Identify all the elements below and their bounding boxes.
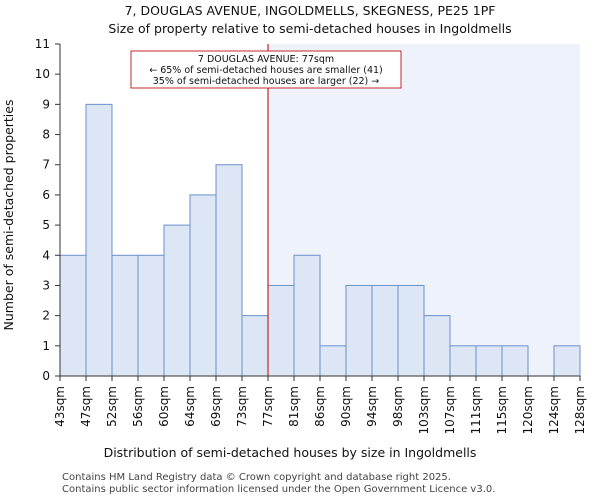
y-axis-label: Number of semi-detached properties bbox=[1, 100, 16, 331]
x-tick-label: 103sqm bbox=[417, 386, 431, 434]
x-tick-label: 43sqm bbox=[53, 386, 67, 427]
y-tick-label: 9 bbox=[42, 97, 50, 111]
chart-subtitle: Size of property relative to semi-detach… bbox=[108, 21, 511, 36]
annotation-title: 7 DOUGLAS AVENUE: 77sqm bbox=[198, 54, 334, 65]
y-tick-label: 6 bbox=[42, 188, 50, 202]
y-tick-label: 1 bbox=[42, 339, 50, 353]
x-tick-label: 52sqm bbox=[105, 386, 119, 427]
bar-77sqm bbox=[267, 284, 295, 377]
x-tick-label: 120sqm bbox=[521, 386, 535, 434]
x-tick-label: 73sqm bbox=[235, 386, 249, 427]
x-tick-label: 98sqm bbox=[391, 386, 405, 427]
x-tick-label: 124sqm bbox=[547, 386, 561, 434]
bar-52sqm bbox=[111, 254, 139, 377]
bar-98sqm bbox=[397, 284, 425, 377]
x-axis-label: Distribution of semi-detached houses by … bbox=[104, 445, 477, 460]
x-tick-label: 64sqm bbox=[183, 386, 197, 427]
chart-title: 7, DOUGLAS AVENUE, INGOLDMELLS, SKEGNESS… bbox=[125, 3, 496, 18]
y-tick-label: 7 bbox=[42, 158, 50, 172]
x-tick-label: 128sqm bbox=[573, 386, 587, 434]
x-tick-label: 77sqm bbox=[261, 386, 275, 427]
x-tick-label: 81sqm bbox=[287, 386, 301, 427]
x-tick-label: 90sqm bbox=[339, 386, 353, 427]
bar-94sqm bbox=[371, 284, 399, 377]
x-tick-label: 60sqm bbox=[157, 386, 171, 427]
bar-60sqm bbox=[163, 224, 191, 377]
bar-86sqm bbox=[319, 345, 347, 377]
annotation-smaller: ← 65% of semi-detached houses are smalle… bbox=[149, 65, 383, 76]
y-tick-label: 3 bbox=[42, 278, 50, 292]
annotation-box: 7 DOUGLAS AVENUE: 77sqm ← 65% of semi-de… bbox=[130, 50, 402, 89]
bar-69sqm bbox=[215, 164, 243, 377]
footer-copyright: Contains HM Land Registry data © Crown c… bbox=[62, 472, 451, 483]
bar-124sqm bbox=[553, 345, 581, 377]
bar-81sqm bbox=[293, 254, 321, 377]
bar-47sqm bbox=[85, 103, 113, 377]
bar-56sqm bbox=[137, 254, 165, 377]
x-tick-label: 107sqm bbox=[443, 386, 457, 434]
x-tick-label: 86sqm bbox=[313, 386, 327, 427]
x-tick-label: 56sqm bbox=[131, 386, 145, 427]
bar-43sqm bbox=[59, 254, 87, 377]
y-tick-label: 8 bbox=[42, 128, 50, 142]
bar-64sqm bbox=[189, 194, 217, 377]
bar-73sqm bbox=[241, 315, 269, 377]
footer-licence: Contains public sector information licen… bbox=[62, 484, 496, 495]
bar-107sqm bbox=[449, 345, 477, 377]
y-tick-label: 2 bbox=[42, 309, 50, 323]
x-tick-label: 94sqm bbox=[365, 386, 379, 427]
bar-90sqm bbox=[345, 284, 373, 377]
x-tick-label: 115sqm bbox=[495, 386, 509, 434]
bar-103sqm bbox=[423, 315, 451, 377]
y-tick-label: 5 bbox=[42, 218, 50, 232]
annotation-larger: 35% of semi-detached houses are larger (… bbox=[153, 76, 380, 87]
y-tick-label: 0 bbox=[42, 369, 50, 383]
x-tick-label: 47sqm bbox=[79, 386, 93, 427]
y-tick-label: 11 bbox=[35, 37, 50, 51]
bar-115sqm bbox=[501, 345, 529, 377]
y-tick-label: 4 bbox=[42, 248, 50, 262]
x-tick-label: 69sqm bbox=[209, 386, 223, 427]
y-tick-label: 10 bbox=[35, 67, 50, 81]
x-tick-label: 111sqm bbox=[469, 386, 483, 434]
bar-111sqm bbox=[475, 345, 503, 377]
